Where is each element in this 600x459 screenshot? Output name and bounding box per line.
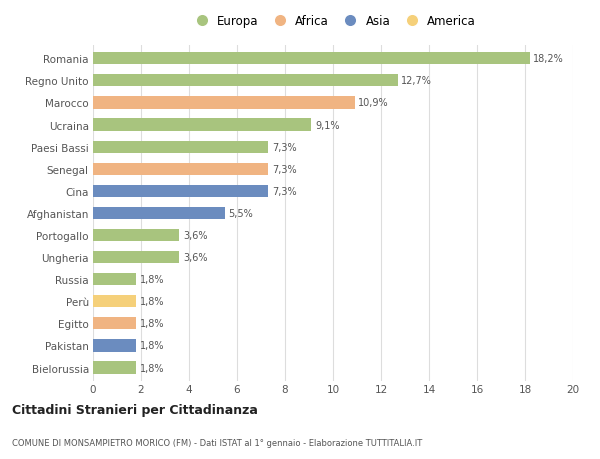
- Bar: [93, 163, 268, 175]
- Bar: [93, 141, 268, 153]
- Bar: [93, 207, 225, 219]
- Text: 18,2%: 18,2%: [533, 54, 564, 64]
- Legend: Europa, Africa, Asia, America: Europa, Africa, Asia, America: [190, 15, 476, 28]
- Bar: [93, 296, 136, 308]
- Text: 10,9%: 10,9%: [358, 98, 389, 108]
- Text: 9,1%: 9,1%: [315, 120, 340, 130]
- Bar: [93, 340, 136, 352]
- Text: 1,8%: 1,8%: [140, 363, 164, 373]
- Text: 7,3%: 7,3%: [272, 142, 296, 152]
- Text: 1,8%: 1,8%: [140, 319, 164, 329]
- Text: 7,3%: 7,3%: [272, 186, 296, 196]
- Text: COMUNE DI MONSAMPIETRO MORICO (FM) - Dati ISTAT al 1° gennaio - Elaborazione TUT: COMUNE DI MONSAMPIETRO MORICO (FM) - Dat…: [12, 438, 422, 447]
- Bar: [93, 119, 311, 131]
- Bar: [93, 362, 136, 374]
- Bar: [93, 97, 355, 109]
- Text: 3,6%: 3,6%: [183, 230, 208, 241]
- Bar: [93, 53, 530, 65]
- Bar: [93, 318, 136, 330]
- Bar: [93, 252, 179, 263]
- Text: 1,8%: 1,8%: [140, 297, 164, 307]
- Bar: [93, 274, 136, 285]
- Bar: [93, 185, 268, 197]
- Text: Cittadini Stranieri per Cittadinanza: Cittadini Stranieri per Cittadinanza: [12, 403, 258, 416]
- Text: 3,6%: 3,6%: [183, 252, 208, 263]
- Text: 1,8%: 1,8%: [140, 274, 164, 285]
- Text: 12,7%: 12,7%: [401, 76, 432, 86]
- Bar: [93, 230, 179, 241]
- Text: 5,5%: 5,5%: [229, 208, 253, 218]
- Bar: [93, 75, 398, 87]
- Text: 1,8%: 1,8%: [140, 341, 164, 351]
- Text: 7,3%: 7,3%: [272, 164, 296, 174]
